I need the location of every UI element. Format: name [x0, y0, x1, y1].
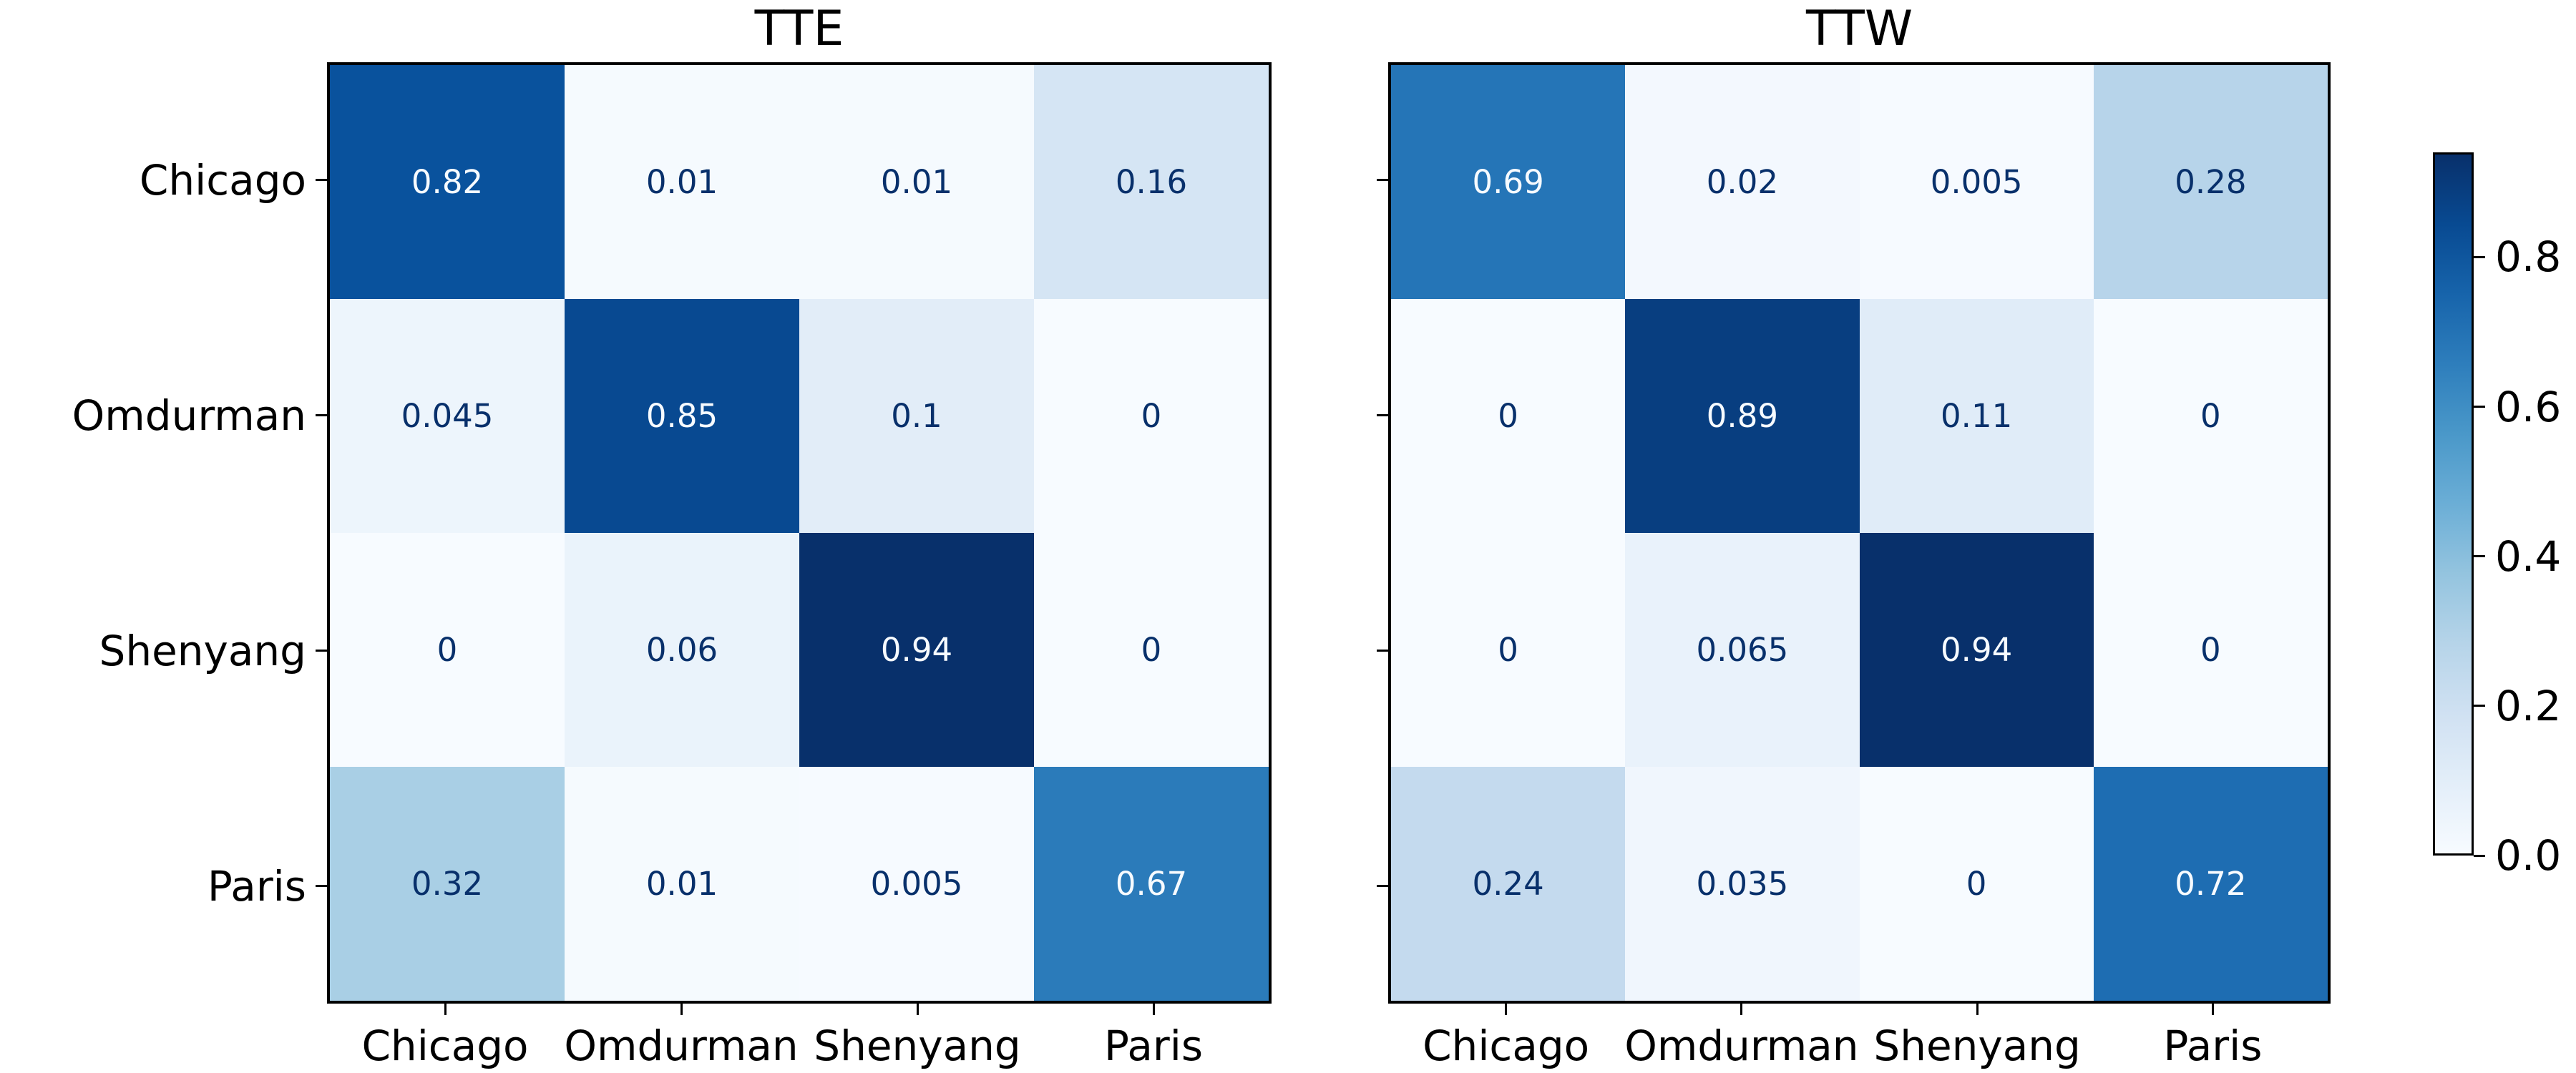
heatmap-cell: 0.045: [330, 299, 565, 533]
heatmap-grid-tte: 0.82 0.01 0.01 0.16 0.045 0.85 0.1 0 0 0.06 0.94 0 0…: [327, 62, 1272, 1004]
heatmap-cell: 0: [1391, 299, 1626, 533]
colorbar-tick-label: 0.6: [2495, 382, 2562, 431]
heatmap-cell: 0.005: [1859, 65, 2094, 299]
heatmap-cell: 0: [2093, 533, 2328, 767]
heatmap-cell: 0.01: [799, 65, 1034, 299]
y-axis-tick-label: Shenyang: [99, 626, 306, 675]
y-tick-mark: [316, 414, 327, 416]
heatmap-cell: 0.1: [799, 299, 1034, 533]
colorbar-tick-label: 0.0: [2495, 831, 2562, 880]
colorbar-tick-mark: [2474, 406, 2485, 408]
heatmap-cell: 0.16: [1034, 65, 1269, 299]
heatmap-cell: 0.28: [2093, 65, 2328, 299]
x-axis-tick-label: Omdurman: [564, 1021, 799, 1070]
x-axis-tick-label: Shenyang: [814, 1021, 1021, 1070]
colorbar-tick-mark: [2474, 854, 2485, 857]
colorbar-tick-label: 0.2: [2495, 681, 2562, 730]
heatmap-cell: 0.005: [799, 767, 1034, 1001]
heatmap-cell: 0.11: [1859, 299, 2094, 533]
y-tick-mark: [316, 650, 327, 652]
heatmap-cell: 0.01: [565, 767, 799, 1001]
heatmap-grid-ttw: 0.69 0.02 0.005 0.28 0 0.89 0.11 0 0 0.065 0.94 0 0.…: [1388, 62, 2331, 1004]
colorbar-tick-label: 0.4: [2495, 531, 2562, 581]
x-tick-mark: [916, 1004, 919, 1015]
y-tick-mark: [1377, 414, 1388, 416]
heatmap-cell: 0: [330, 533, 565, 767]
colorbar-tick-mark: [2474, 555, 2485, 558]
heatmap-cell: 0: [1391, 533, 1626, 767]
heatmap-cell: 0.02: [1625, 65, 1860, 299]
colorbar-tick-mark: [2474, 705, 2485, 707]
heatmap-cell: 0.72: [2093, 767, 2328, 1001]
colorbar-tick-mark: [2474, 255, 2485, 258]
heatmap-cell: 0.94: [1859, 533, 2094, 767]
heatmap-cell: 0.32: [330, 767, 565, 1001]
y-axis-tick-label: Paris: [207, 861, 306, 911]
x-tick-mark: [1976, 1004, 1979, 1015]
heatmap-cell: 0.69: [1391, 65, 1626, 299]
x-axis-tick-label: Chicago: [361, 1021, 529, 1070]
heatmap-cell: 0: [1034, 533, 1269, 767]
heatmap-cell: 0.035: [1625, 767, 1860, 1001]
heatmap-cell: 0.24: [1391, 767, 1626, 1001]
y-axis-tick-label: Chicago: [139, 155, 306, 205]
x-tick-mark: [680, 1004, 683, 1015]
x-axis-tick-label: Chicago: [1423, 1021, 1590, 1070]
heatmap-cell: 0.82: [330, 65, 565, 299]
heatmap-cell: 0: [2093, 299, 2328, 533]
chart-title-tte: TTE: [754, 1, 844, 57]
heatmap-cell: 0.67: [1034, 767, 1269, 1001]
heatmap-cell: 0.01: [565, 65, 799, 299]
heatmap-cell: 0: [1859, 767, 2094, 1001]
x-axis-tick-label: Shenyang: [1873, 1021, 2081, 1070]
y-axis-tick-label: Omdurman: [72, 391, 306, 440]
x-tick-mark: [1505, 1004, 1508, 1015]
y-tick-mark: [1377, 650, 1388, 652]
heatmap-cell: 0: [1034, 299, 1269, 533]
x-tick-mark: [2211, 1004, 2214, 1015]
y-tick-mark: [316, 179, 327, 181]
heatmap-cell: 0.89: [1625, 299, 1860, 533]
colorbar: [2433, 152, 2474, 856]
heatmap-cell: 0.065: [1625, 533, 1860, 767]
x-tick-mark: [1740, 1004, 1743, 1015]
y-tick-mark: [1377, 179, 1388, 181]
x-axis-tick-label: Paris: [2163, 1021, 2263, 1070]
heatmap-cell: 0.06: [565, 533, 799, 767]
x-tick-mark: [444, 1004, 447, 1015]
y-tick-mark: [316, 885, 327, 887]
x-tick-mark: [1152, 1004, 1155, 1015]
x-axis-tick-label: Paris: [1103, 1021, 1204, 1070]
y-tick-mark: [1377, 885, 1388, 887]
heatmap-cell: 0.85: [565, 299, 799, 533]
x-axis-tick-label: Omdurman: [1624, 1021, 1859, 1070]
chart-title-ttw: TTW: [1805, 1, 1913, 57]
colorbar-tick-label: 0.8: [2495, 232, 2562, 282]
heatmap-cell: 0.94: [799, 533, 1034, 767]
